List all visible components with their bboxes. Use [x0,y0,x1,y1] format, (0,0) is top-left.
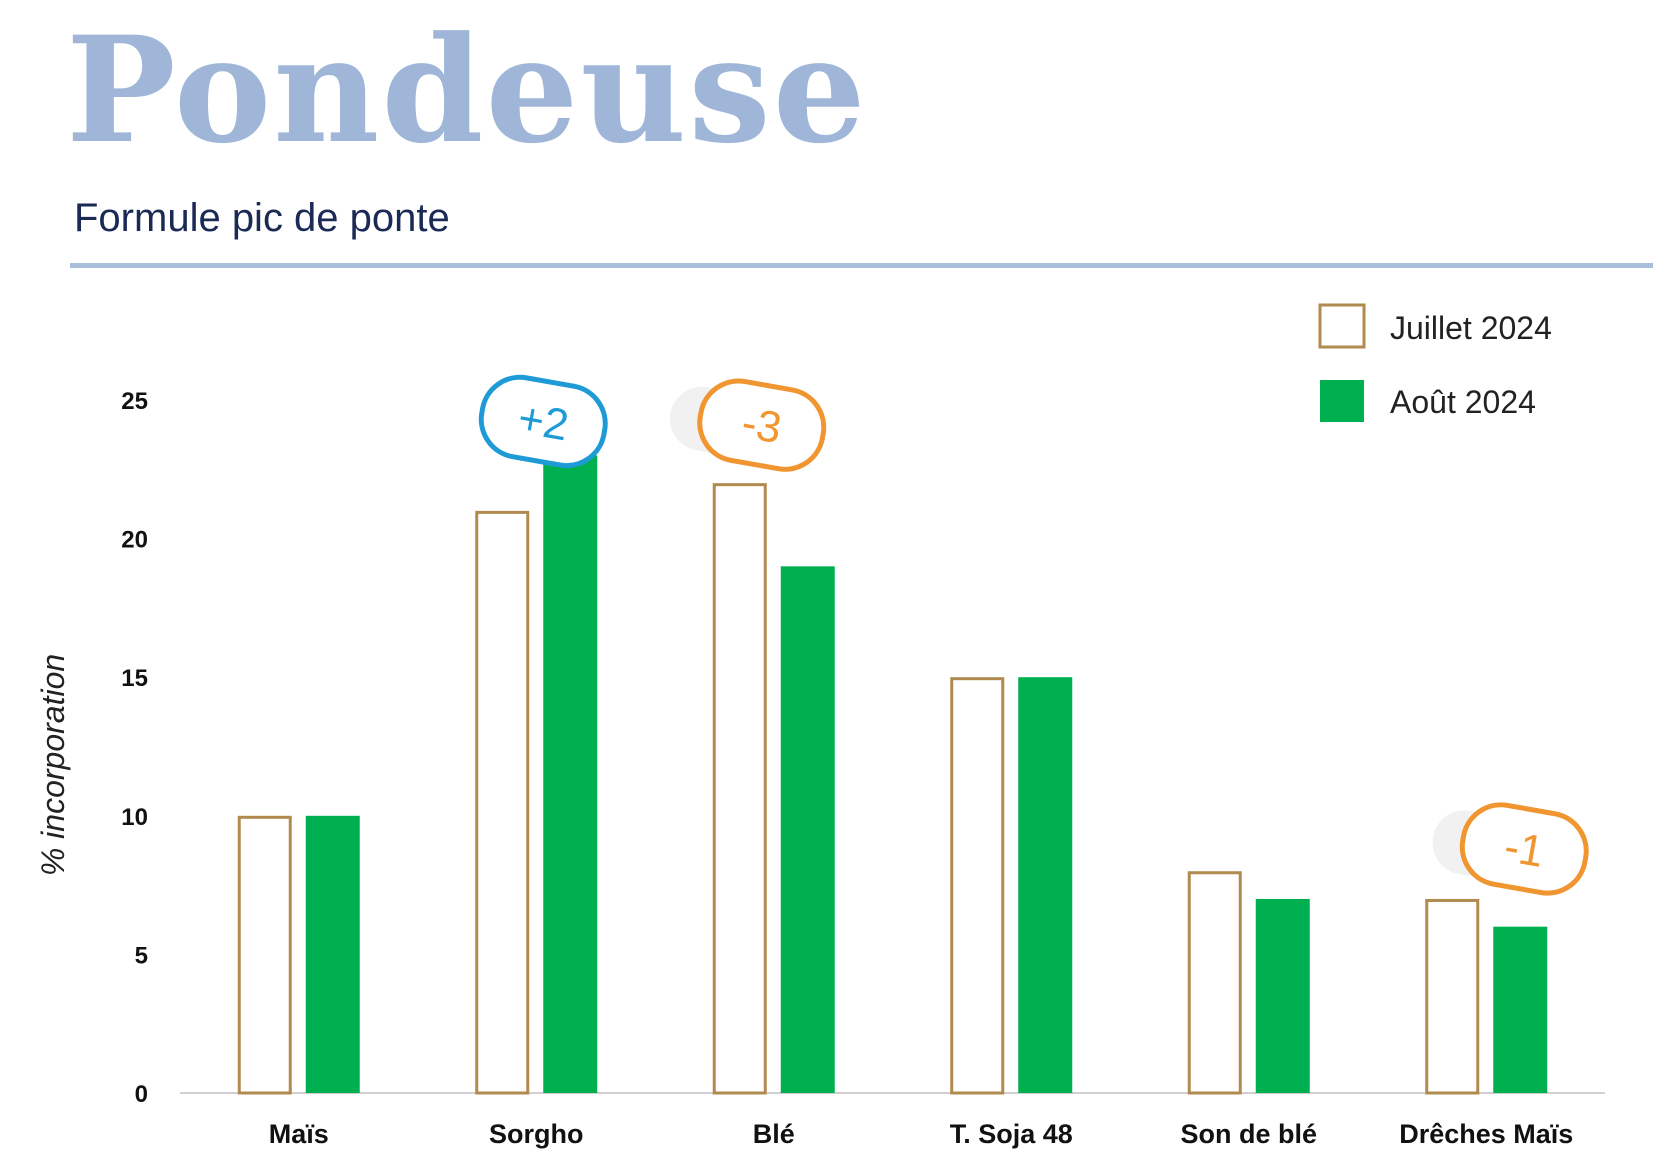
x-tick-label: T. Soja 48 [950,1119,1073,1149]
badge-outline [478,374,608,469]
bar-juillet [1187,871,1242,1095]
y-tick-label: 5 [135,942,148,969]
y-tick-label: 15 [121,665,148,692]
bar-juillet [1425,898,1480,1095]
x-tick-label: Maïs [269,1119,329,1149]
y-tick-label: 0 [135,1081,148,1108]
legend-swatch-juillet [1318,303,1366,349]
bar-juillet [237,815,292,1095]
change-badge: -1 [1432,802,1589,896]
badge-label: -1 [1501,822,1548,877]
legend-swatch-aout [1320,380,1364,422]
y-tick-label: 10 [121,804,148,831]
bar-aout [1255,898,1310,1093]
change-badge: -3 [669,378,827,472]
bar-juillet [950,677,1005,1095]
y-tick-label: 20 [121,527,148,554]
x-tick-label: Sorgho [489,1119,584,1149]
bar-aout [780,566,835,1093]
bar-juillet [712,483,767,1095]
bar-aout [305,815,360,1093]
x-tick-label: Blé [753,1119,795,1149]
title-divider [70,263,1653,268]
y-axis-label: % incorporation [35,654,71,876]
legend-label-juillet: Juillet 2024 [1390,310,1552,346]
bar-aout [543,455,598,1093]
legend: Juillet 2024 Août 2024 [1318,303,1552,422]
page-subtitle: Formule pic de ponte [74,196,450,240]
change-badge: +2 [478,374,608,469]
x-axis: Maïs Sorgho Blé T. Soja 48 Son de blé Drêches… [269,1119,1574,1149]
bars [237,455,1548,1095]
badge-outline [697,378,827,472]
x-tick-label: Son de blé [1180,1119,1317,1149]
badge-label: +2 [514,393,572,450]
y-axis: 0 5 10 15 20 25 [121,388,148,1108]
y-tick-label: 25 [121,388,148,415]
badge-outline [1459,802,1589,896]
bar-aout [1018,677,1073,1093]
legend-label-aout: Août 2024 [1390,384,1536,420]
x-tick-label: Drêches Maïs [1399,1119,1573,1149]
annotations: +2 -3 -1 [478,374,1589,896]
badge-label: -3 [738,398,785,453]
bar-aout [1493,926,1548,1093]
bar-juillet [475,510,530,1095]
page-title: Pondeuse [66,5,868,176]
